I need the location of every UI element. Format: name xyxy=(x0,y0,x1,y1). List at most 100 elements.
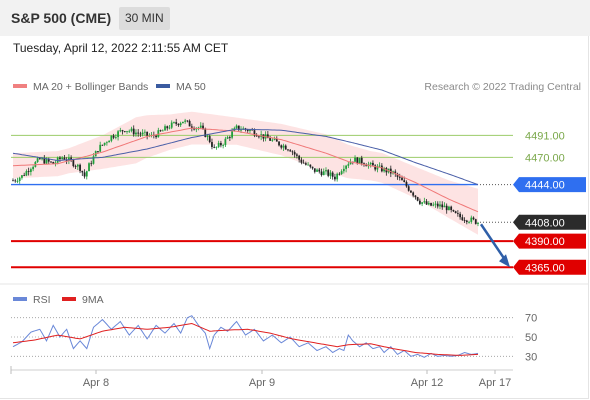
candle-body xyxy=(52,161,55,164)
candle-body xyxy=(110,135,113,141)
candle-body xyxy=(235,125,238,129)
candle-body xyxy=(289,150,292,152)
candle-body xyxy=(135,132,137,135)
candle-body xyxy=(300,159,303,163)
candle-body xyxy=(325,170,327,172)
candle-body xyxy=(246,129,249,132)
candle-body xyxy=(146,131,149,136)
candle-body xyxy=(217,142,220,147)
candle-body xyxy=(329,172,332,176)
candle-body xyxy=(327,170,330,176)
timeframe-button[interactable]: 30 MIN xyxy=(119,7,170,30)
candle-body xyxy=(16,180,19,182)
candle-body xyxy=(215,146,218,148)
candle-body xyxy=(97,151,99,152)
candle-body xyxy=(143,131,146,133)
candle-body xyxy=(188,120,191,127)
candle-body xyxy=(175,122,178,124)
candle-body xyxy=(132,128,135,135)
candle-body xyxy=(316,169,318,172)
candle-body xyxy=(340,171,343,175)
candle-body xyxy=(334,176,336,180)
candle-body xyxy=(284,145,287,150)
legend-swatch-ma50 xyxy=(156,84,170,88)
x-tick-label-apr-9: Apr 9 xyxy=(249,377,275,389)
candle-body xyxy=(213,146,216,148)
candle-body xyxy=(414,195,417,198)
forecast-arrow-head xyxy=(499,254,510,268)
candle-body xyxy=(123,131,126,133)
candle-body xyxy=(25,171,28,176)
candle-body xyxy=(258,136,260,138)
candle-body xyxy=(193,128,195,130)
legend-label-ma50: MA 50 xyxy=(176,81,206,93)
candle-body xyxy=(208,136,211,143)
candle-body xyxy=(18,177,21,181)
candle-body xyxy=(50,161,52,163)
candle-body xyxy=(253,130,256,136)
candle-body xyxy=(184,120,187,122)
candle-body xyxy=(255,135,258,137)
forecast-arrow-shaft xyxy=(479,223,508,262)
x-tick-label-apr-8: Apr 8 xyxy=(83,377,109,389)
candle-body xyxy=(157,130,160,138)
candle-body xyxy=(459,213,462,218)
candle-body xyxy=(190,126,193,129)
candle-body xyxy=(302,162,305,164)
candle-body xyxy=(199,125,202,128)
candle-body xyxy=(383,168,386,172)
level-label-4491.00: 4491.00 xyxy=(525,130,565,142)
candle-body xyxy=(83,172,86,177)
candle-body xyxy=(251,129,254,131)
chart-frame xyxy=(0,36,589,399)
candle-body xyxy=(296,154,298,156)
legend-swatch-rsi xyxy=(13,297,27,301)
candle-body xyxy=(273,138,276,140)
dotted-leaders-layer xyxy=(480,184,513,223)
candle-body xyxy=(41,158,43,160)
candle-body xyxy=(38,158,41,160)
candle-body xyxy=(112,135,115,138)
candle-body xyxy=(114,137,117,138)
candle-body xyxy=(43,158,46,164)
level-tag-4365.00 xyxy=(513,259,586,275)
candle-body xyxy=(164,126,166,131)
candle-body xyxy=(170,122,173,128)
candle-body xyxy=(311,166,314,169)
copyright-label: Research © 2022 Trading Central xyxy=(424,81,581,93)
candle-body xyxy=(211,142,213,147)
candle-body xyxy=(389,168,392,174)
candle-body xyxy=(456,213,459,214)
candle-body xyxy=(173,122,175,123)
candle-body xyxy=(369,162,372,165)
ma20-line xyxy=(12,127,479,213)
candle-body xyxy=(463,220,466,221)
level-tag-4390.00 xyxy=(513,233,586,249)
candle-body xyxy=(249,129,251,132)
level-label-4408.00: 4408.00 xyxy=(525,217,565,229)
candle-body xyxy=(425,201,428,205)
candle-body xyxy=(282,145,285,148)
candle-body xyxy=(407,186,410,191)
candle-body xyxy=(461,217,464,221)
candle-body xyxy=(21,175,23,178)
level-label-4365.00: 4365.00 xyxy=(525,262,565,274)
candle-body xyxy=(338,173,341,175)
candle-body xyxy=(74,166,77,167)
candle-body xyxy=(401,177,403,181)
candle-body xyxy=(443,205,446,208)
candle-body xyxy=(222,145,225,146)
candle-body xyxy=(427,202,430,205)
candle-body xyxy=(128,130,131,132)
candle-body xyxy=(293,152,296,155)
candle-body xyxy=(197,127,200,129)
candle-body xyxy=(304,163,307,165)
candle-body xyxy=(237,125,240,131)
candle-body xyxy=(206,136,209,137)
candle-body xyxy=(240,129,242,131)
candle-body xyxy=(231,131,233,138)
candle-body xyxy=(398,176,401,178)
forecast-arrow-layer xyxy=(479,223,510,268)
candle-body xyxy=(436,203,439,207)
